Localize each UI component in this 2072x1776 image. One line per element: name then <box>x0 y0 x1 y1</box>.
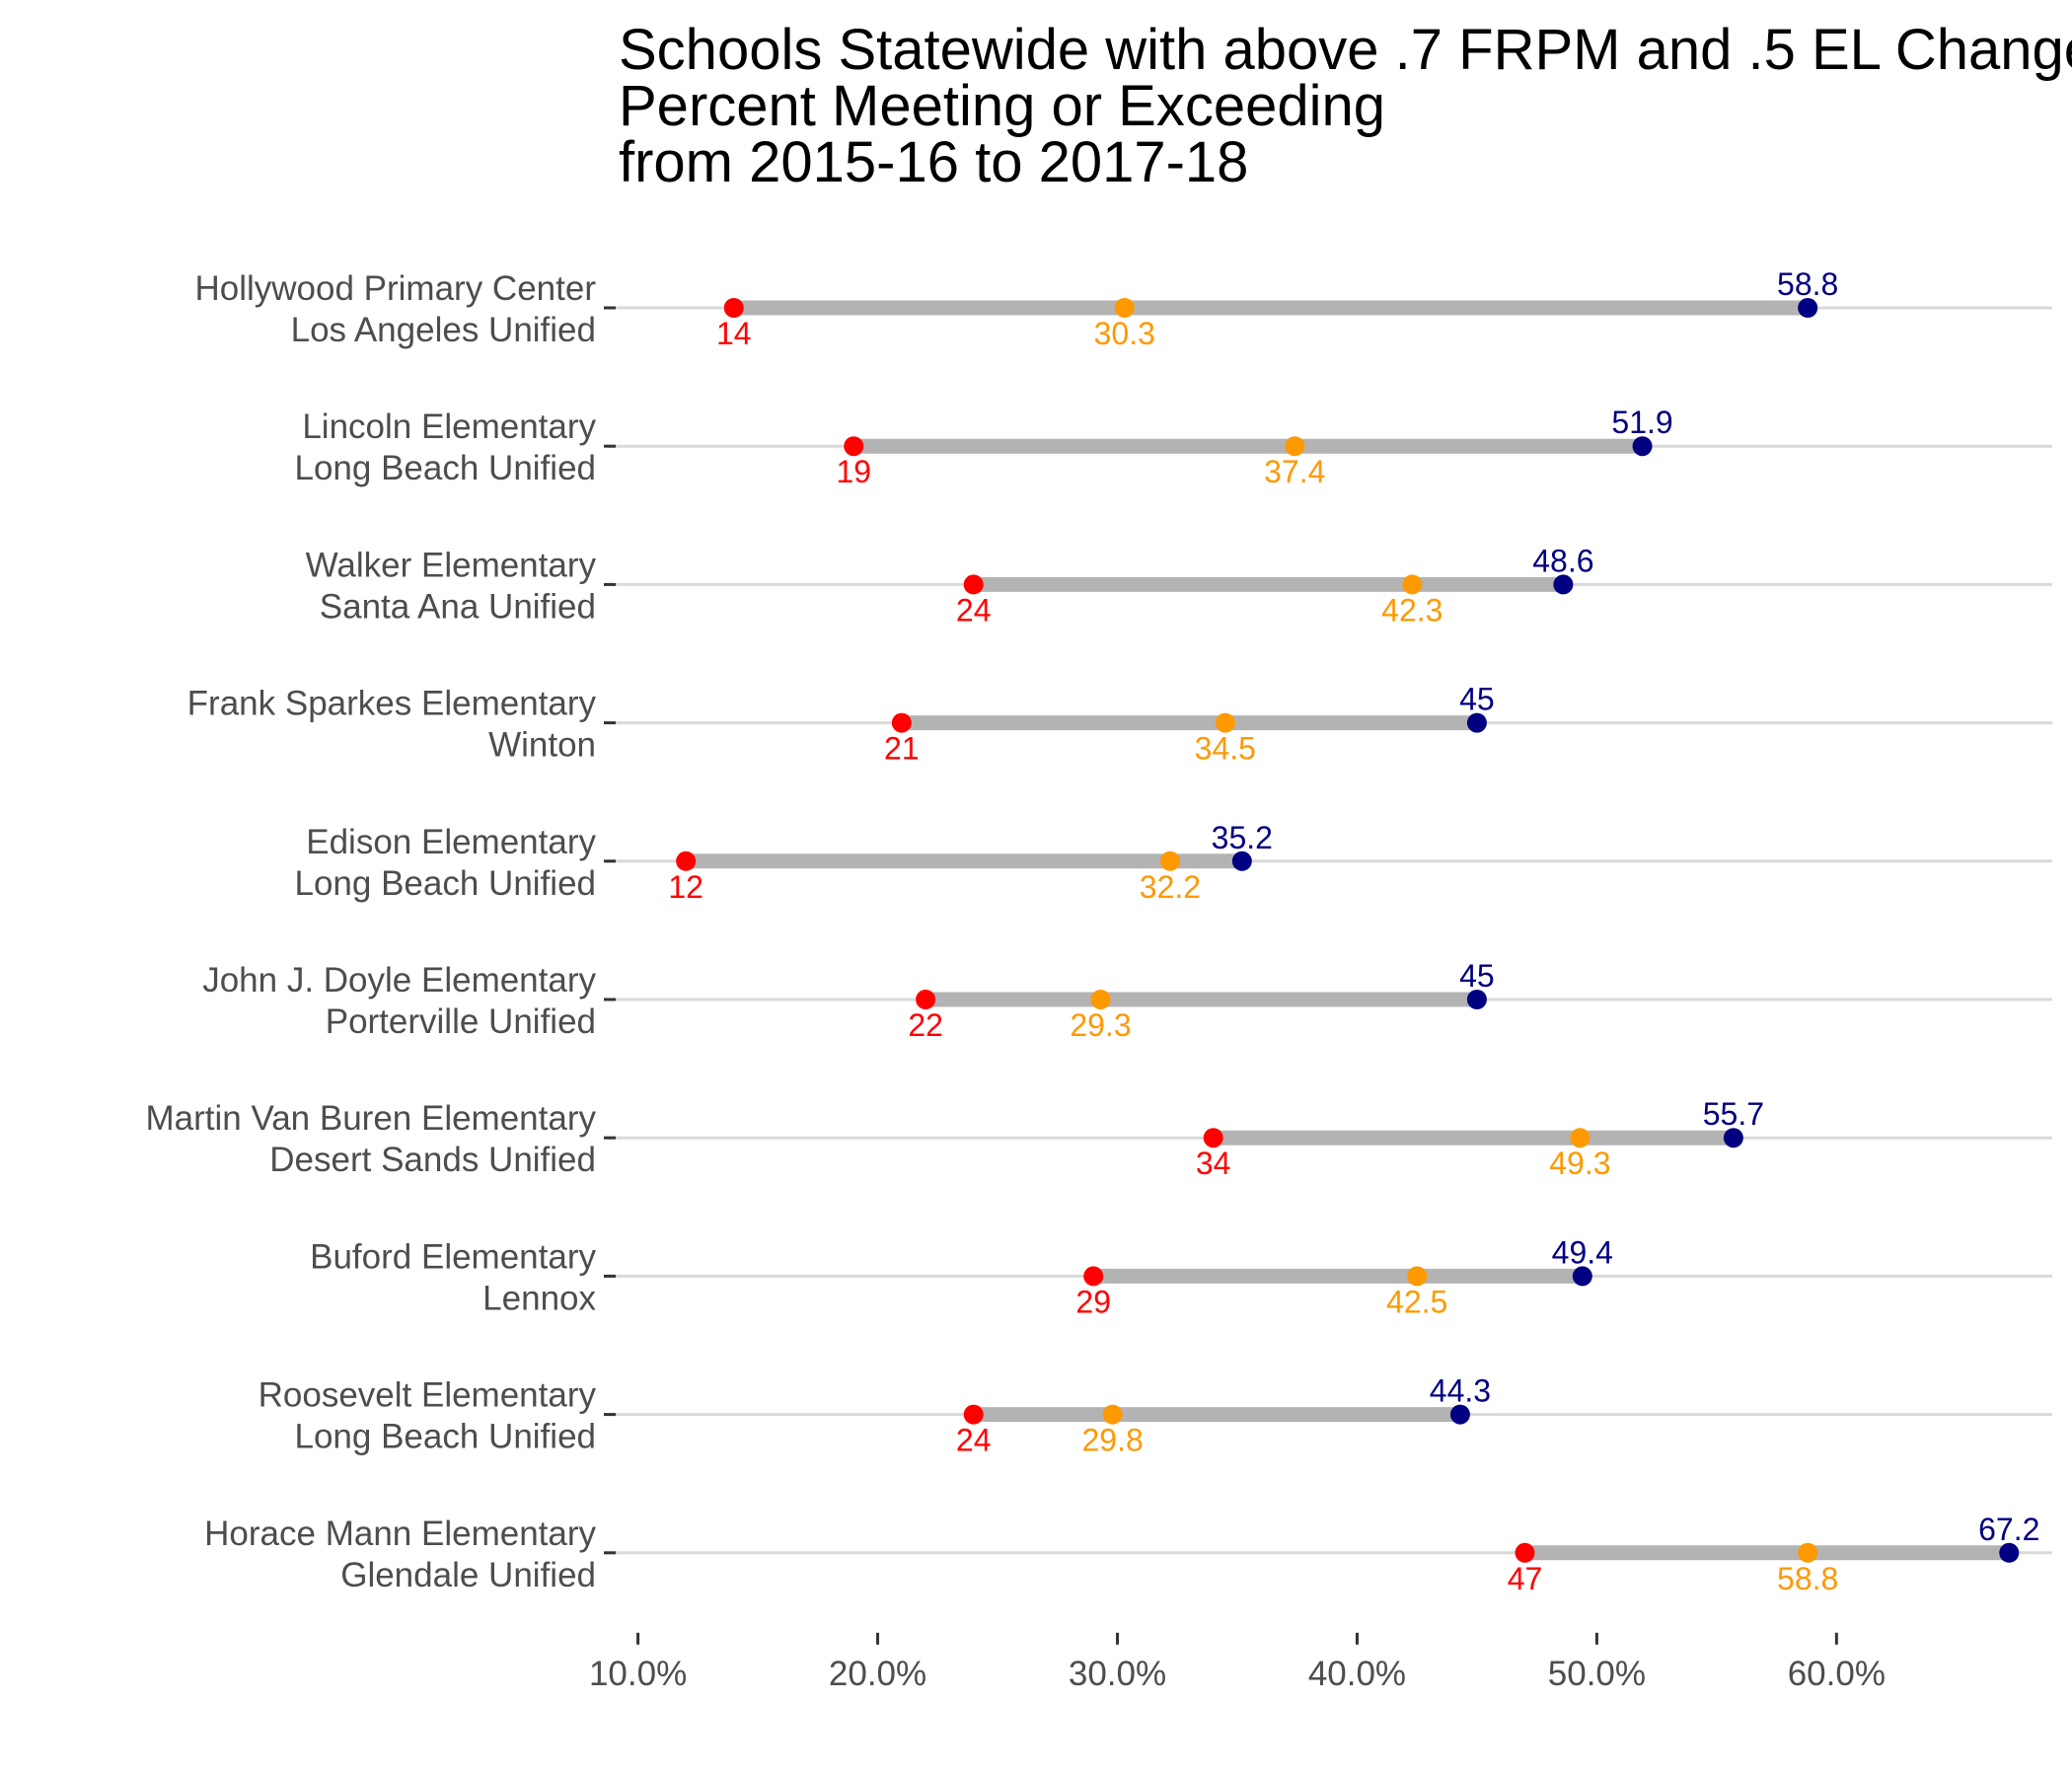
middle-point <box>1114 298 1135 318</box>
end-point <box>1572 1266 1592 1287</box>
row-label-district: Santa Ana Unified <box>320 587 596 626</box>
row-label-district: Los Angeles Unified <box>291 311 596 349</box>
row-label-district: Long Beach Unified <box>295 864 597 903</box>
x-tick-label: 60.0% <box>1788 1655 1886 1693</box>
middle-value-label: 32.2 <box>1140 869 1201 905</box>
row-label-school: Frank Sparkes Elementary <box>187 685 597 723</box>
x-tick-label: 50.0% <box>1548 1655 1646 1693</box>
middle-point <box>1407 1266 1428 1287</box>
start-value-label: 24 <box>956 592 992 628</box>
end-value-label: 35.2 <box>1212 820 1273 855</box>
end-point <box>1553 574 1574 595</box>
end-point <box>1466 712 1487 733</box>
row-label-school: Walker Elementary <box>306 546 597 584</box>
row-label-district: Winton <box>488 726 596 765</box>
start-point <box>963 574 984 595</box>
x-tick-label: 40.0% <box>1308 1655 1406 1693</box>
middle-value-label: 49.3 <box>1549 1146 1610 1181</box>
start-value-label: 19 <box>836 454 871 489</box>
end-value-label: 48.6 <box>1532 543 1593 578</box>
start-value-label: 47 <box>1508 1561 1543 1596</box>
start-point <box>916 990 936 1009</box>
x-axis: 10.0% 20.0% 30.0% 40.0% 50.0% 60.0% <box>589 1632 1886 1693</box>
start-point <box>844 436 864 457</box>
start-value-label: 34 <box>1196 1146 1231 1181</box>
row-label-school: Hollywood Primary Center <box>194 269 596 308</box>
start-point <box>1515 1542 1535 1563</box>
end-value-label: 55.7 <box>1703 1096 1764 1132</box>
chart-title-line: from 2015-16 to 2017-18 <box>619 130 1248 194</box>
end-point <box>1449 1404 1470 1425</box>
dumbbell-segments <box>686 300 2010 1561</box>
end-point <box>1632 436 1653 457</box>
middle-value-label: 42.5 <box>1386 1284 1447 1319</box>
middle-point <box>1570 1128 1591 1148</box>
middle-value-label: 34.5 <box>1195 731 1256 767</box>
row-label-school: Horace Mann Elementary <box>204 1515 596 1553</box>
chart-title: Schools Statewide with above .7 FRPM and… <box>619 18 2072 194</box>
data-labels: 14 30.3 58.8 19 37.4 51.9 24 42.3 48.6 21 34.5 45 12… <box>668 266 2039 1596</box>
end-value-label: 58.8 <box>1777 266 1838 302</box>
row-label-school: Buford Elementary <box>310 1237 596 1276</box>
start-point <box>676 851 697 871</box>
row-label-district: Glendale Unified <box>340 1556 596 1594</box>
row-label-school: Martin Van Buren Elementary <box>145 1099 596 1138</box>
chart-title-line: Schools Statewide with above .7 FRPM and… <box>619 18 2072 82</box>
end-value-label: 44.3 <box>1430 1373 1491 1409</box>
start-value-label: 22 <box>908 1007 943 1043</box>
start-point <box>1203 1128 1223 1148</box>
end-value-label: 51.9 <box>1611 405 1672 440</box>
row-label-school: John J. Doyle Elementary <box>202 961 596 999</box>
middle-value-label: 29.3 <box>1070 1007 1131 1043</box>
start-value-label: 24 <box>956 1423 992 1458</box>
end-point <box>1798 298 1818 318</box>
row-label-district: Long Beach Unified <box>295 1418 597 1456</box>
end-point <box>1231 851 1252 871</box>
row-label-district: Desert Sands Unified <box>269 1141 596 1179</box>
row-label-school: Roosevelt Elementary <box>259 1376 597 1415</box>
start-value-label: 29 <box>1075 1284 1111 1319</box>
x-tick-label: 20.0% <box>829 1655 926 1693</box>
middle-point <box>1090 990 1111 1009</box>
middle-point <box>1215 712 1235 733</box>
start-value-label: 14 <box>716 316 752 351</box>
end-value-label: 49.4 <box>1552 1234 1613 1270</box>
middle-point <box>1159 851 1180 871</box>
row-label-district: Long Beach Unified <box>295 449 597 487</box>
end-point <box>1999 1542 2020 1563</box>
end-point <box>1466 990 1487 1009</box>
middle-point <box>1102 1404 1123 1425</box>
x-tick-label: 10.0% <box>589 1655 687 1693</box>
start-point <box>723 298 744 318</box>
row-label-school: Lincoln Elementary <box>302 407 596 446</box>
end-value-label: 67.2 <box>1978 1512 2039 1547</box>
end-value-label: 45 <box>1459 682 1495 717</box>
middle-value-label: 58.8 <box>1777 1561 1838 1596</box>
middle-value-label: 42.3 <box>1381 592 1443 628</box>
start-point <box>963 1404 984 1425</box>
middle-value-label: 29.8 <box>1081 1423 1143 1458</box>
dumbbell-points <box>676 298 2020 1563</box>
end-value-label: 45 <box>1459 958 1495 994</box>
middle-value-label: 30.3 <box>1094 316 1155 351</box>
start-point <box>891 712 912 733</box>
row-label-school: Edison Elementary <box>306 823 596 861</box>
start-value-label: 21 <box>884 731 920 767</box>
start-point <box>1083 1266 1104 1287</box>
middle-value-label: 37.4 <box>1264 454 1325 489</box>
row-label-district: Lennox <box>482 1279 596 1317</box>
middle-point <box>1798 1542 1818 1563</box>
row-gridlines <box>604 306 2052 1555</box>
x-tick-label: 30.0% <box>1069 1655 1166 1693</box>
middle-point <box>1402 574 1423 595</box>
chart-title-line: Percent Meeting or Exceeding <box>619 74 1385 138</box>
row-label-district: Porterville Unified <box>326 1002 596 1041</box>
start-value-label: 12 <box>668 869 703 905</box>
middle-point <box>1285 436 1305 457</box>
end-point <box>1723 1128 1743 1148</box>
